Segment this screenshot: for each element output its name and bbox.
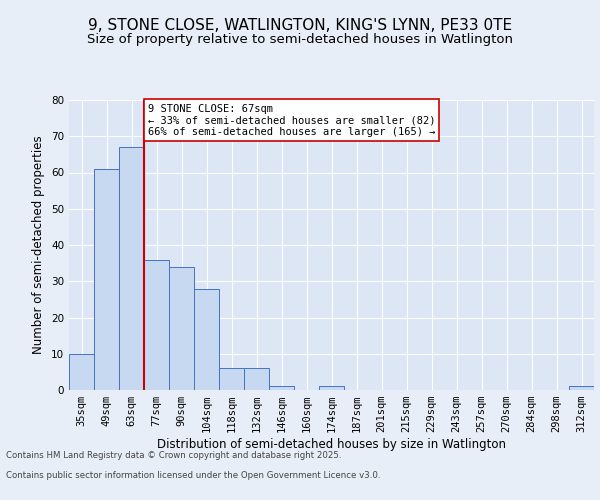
Text: Contains HM Land Registry data © Crown copyright and database right 2025.: Contains HM Land Registry data © Crown c… xyxy=(6,450,341,460)
Text: Size of property relative to semi-detached houses in Watlington: Size of property relative to semi-detach… xyxy=(87,32,513,46)
Bar xyxy=(119,147,144,390)
X-axis label: Distribution of semi-detached houses by size in Watlington: Distribution of semi-detached houses by … xyxy=(157,438,506,451)
Text: Contains public sector information licensed under the Open Government Licence v3: Contains public sector information licen… xyxy=(6,470,380,480)
Bar xyxy=(169,267,194,390)
Bar xyxy=(94,169,119,390)
Bar xyxy=(569,386,594,390)
Bar xyxy=(244,368,269,390)
Bar xyxy=(144,260,169,390)
Text: 9 STONE CLOSE: 67sqm
← 33% of semi-detached houses are smaller (82)
66% of semi-: 9 STONE CLOSE: 67sqm ← 33% of semi-detac… xyxy=(148,104,435,137)
Bar xyxy=(219,368,244,390)
Y-axis label: Number of semi-detached properties: Number of semi-detached properties xyxy=(32,136,46,354)
Bar xyxy=(194,288,219,390)
Text: 9, STONE CLOSE, WATLINGTON, KING'S LYNN, PE33 0TE: 9, STONE CLOSE, WATLINGTON, KING'S LYNN,… xyxy=(88,18,512,32)
Bar xyxy=(69,354,94,390)
Bar xyxy=(319,386,344,390)
Bar xyxy=(269,386,294,390)
